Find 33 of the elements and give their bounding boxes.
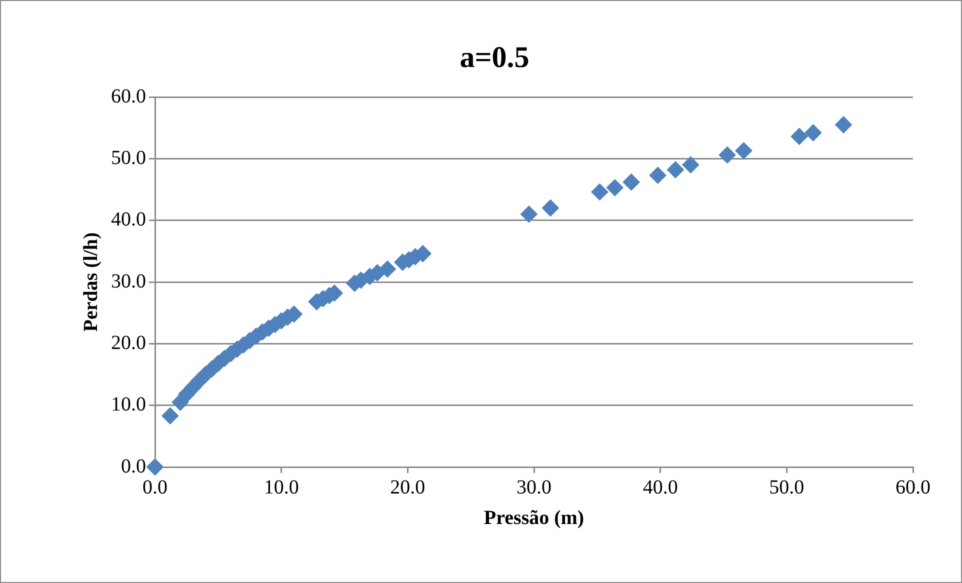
y-tick-label: 40.0 [111, 208, 146, 231]
y-tick-label: 50.0 [111, 146, 146, 169]
point [606, 179, 624, 196]
y-tick-label: 10.0 [111, 394, 146, 416]
x-tick-label: 20.0 [390, 476, 426, 498]
y-tick-label: 0.0 [121, 455, 146, 478]
y-tick-label: 30.0 [111, 270, 146, 292]
x-tick-label: 40.0 [642, 476, 678, 498]
point [682, 156, 700, 174]
y-tick-label: 20.0 [111, 332, 146, 354]
point [146, 458, 164, 476]
point [735, 142, 752, 160]
point [378, 260, 396, 278]
point [591, 183, 608, 200]
x-tick-label: 60.0 [896, 476, 930, 498]
point [718, 146, 736, 164]
point [162, 407, 179, 424]
point [666, 161, 684, 178]
point [649, 166, 666, 184]
point [542, 200, 559, 216]
x-tick-label: 0.0 [142, 476, 168, 498]
point [835, 116, 852, 134]
y-axis-title: Perdas (l/h) [80, 232, 102, 332]
y-tick-label: 60.0 [111, 85, 146, 108]
x-tick-label: 30.0 [516, 476, 552, 498]
x-tick-label: 50.0 [769, 476, 804, 498]
x-axis-title: Pressão (m) [484, 507, 584, 530]
x-tick-label: 10.0 [264, 476, 299, 498]
point [790, 128, 808, 145]
chart-title: a=0.5 [460, 40, 530, 74]
point [622, 174, 640, 191]
point [804, 124, 822, 142]
point [520, 206, 538, 223]
